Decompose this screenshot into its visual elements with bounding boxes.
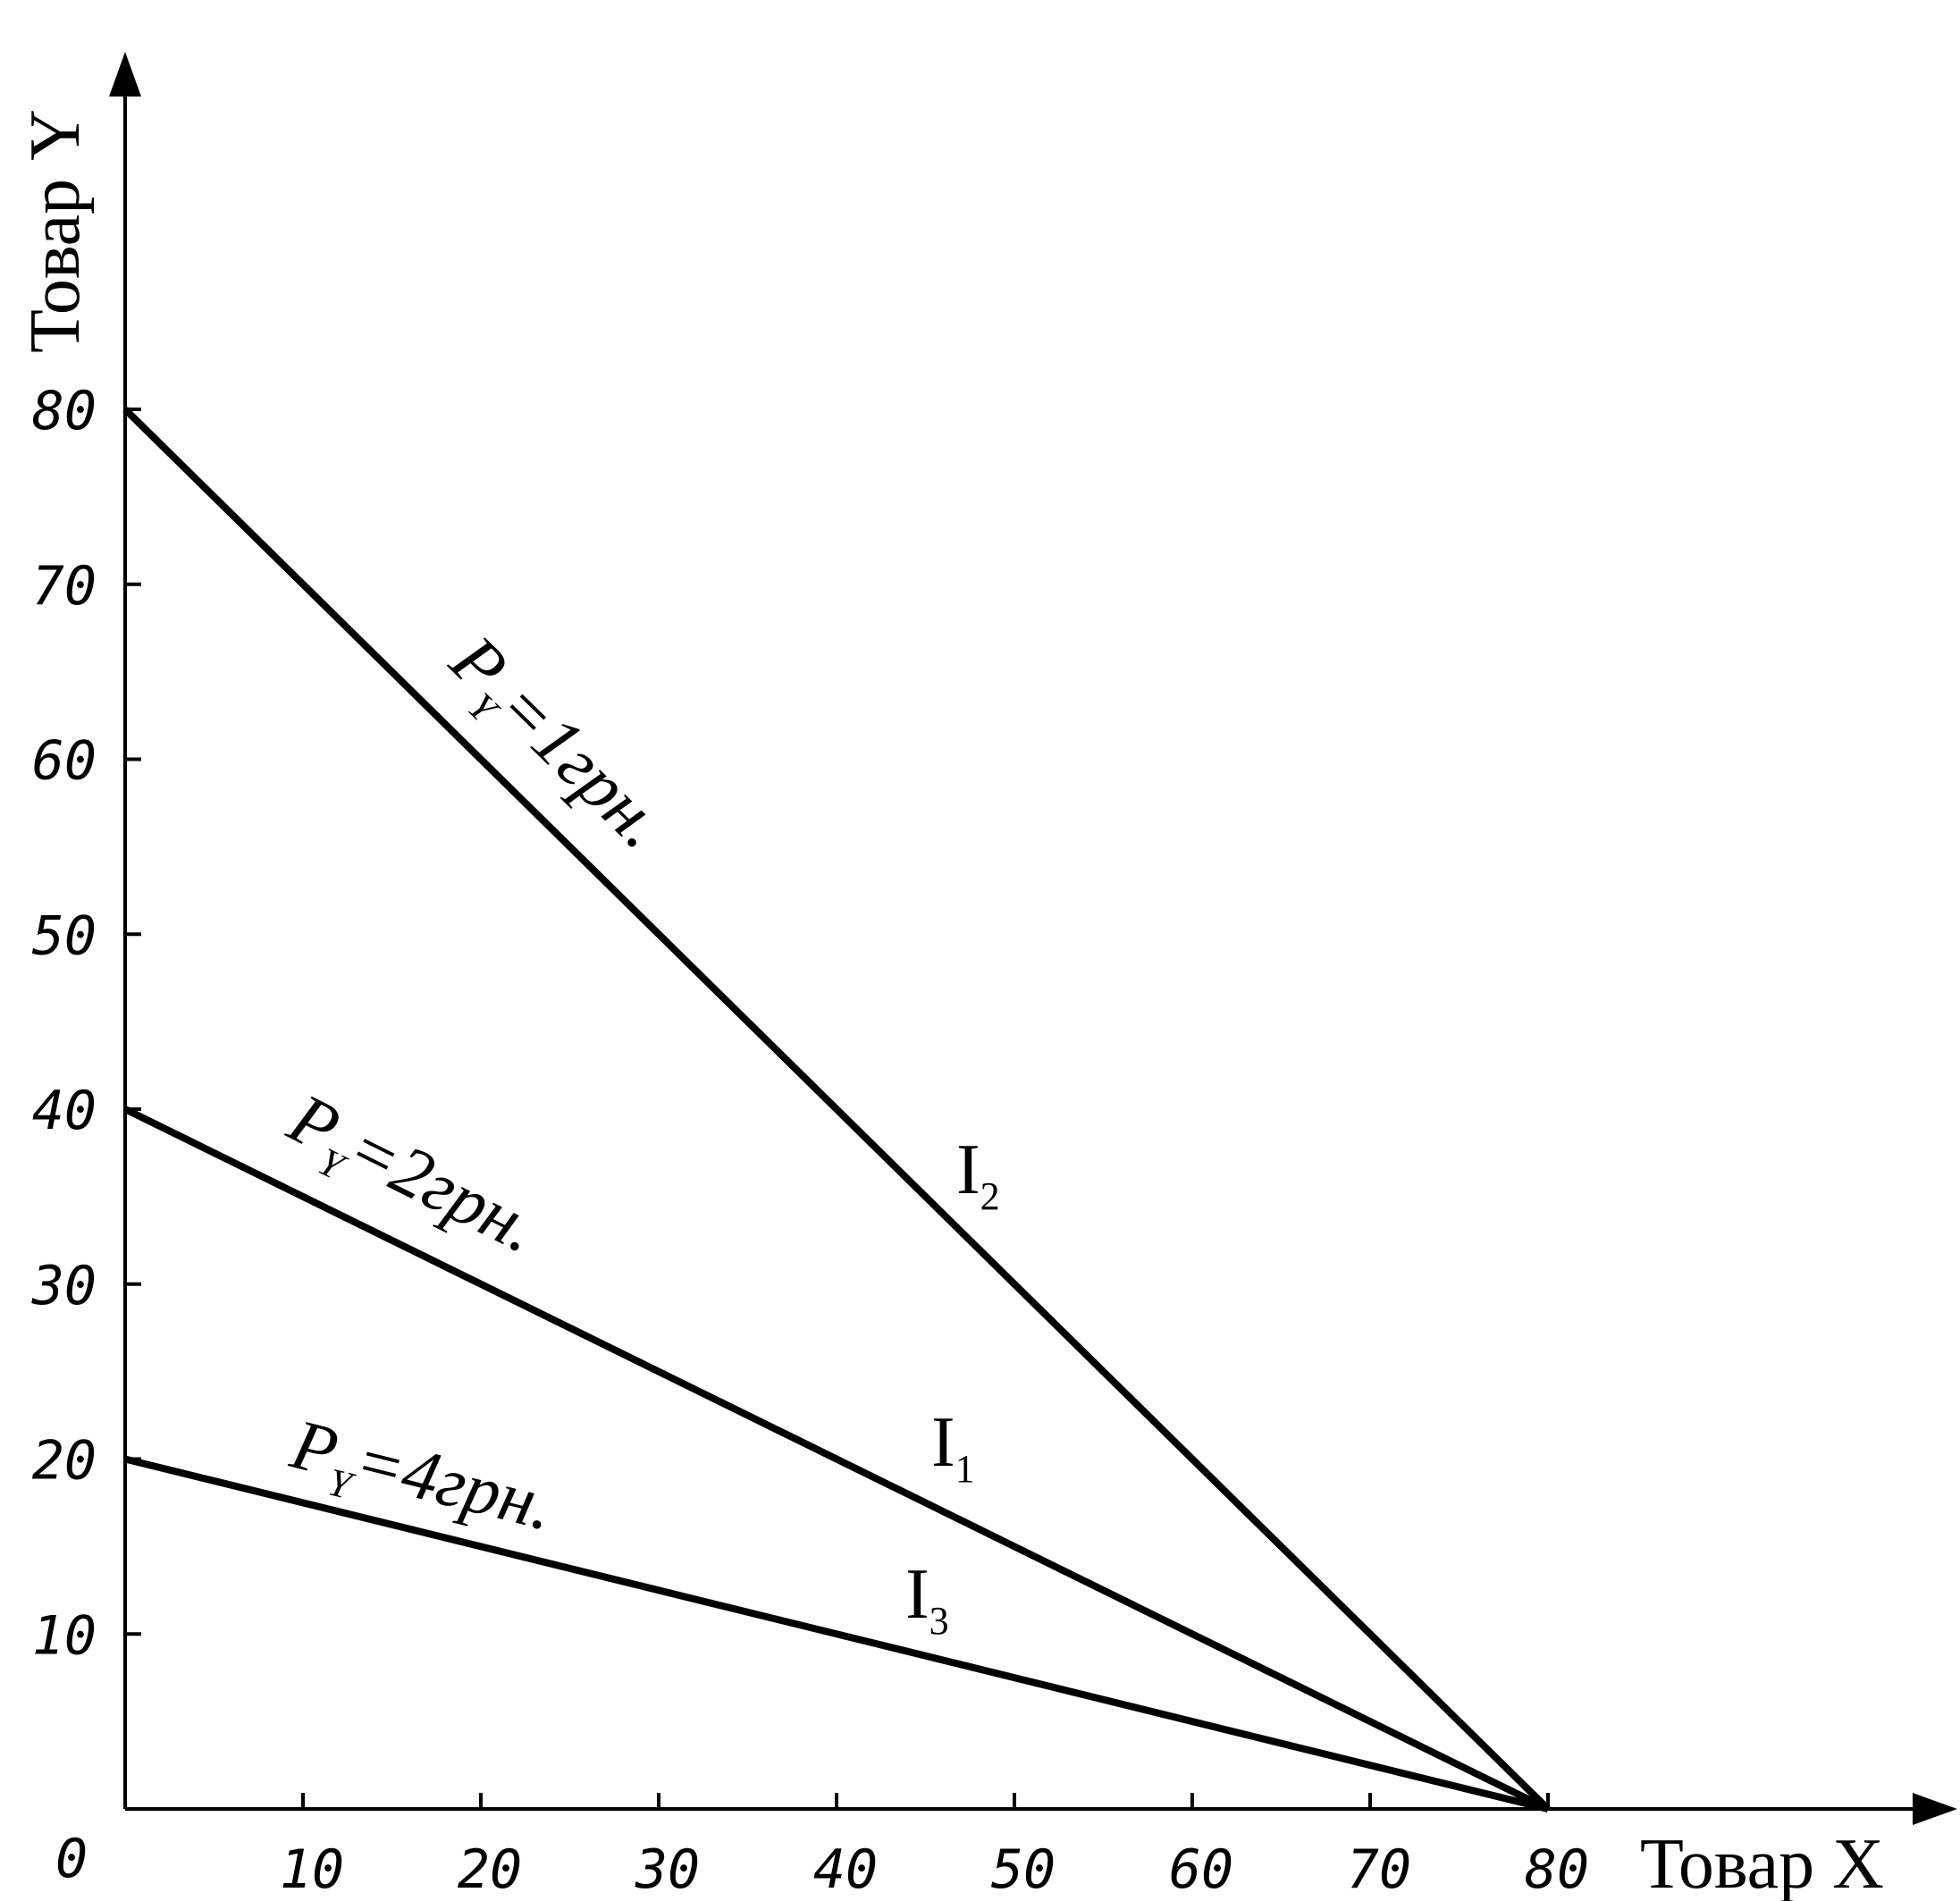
x-tick-label: 60	[1169, 1838, 1233, 1901]
series-lines	[122, 407, 1551, 1813]
x-tick-label: 70	[1347, 1838, 1411, 1901]
y-tick-label: 50	[32, 904, 97, 967]
y-tick-label: 10	[32, 1604, 97, 1667]
y-tick-label: 60	[32, 730, 97, 793]
origin-label: 0	[55, 1828, 88, 1890]
budget-line-i3	[124, 1455, 1549, 1813]
x-tick-label: 50	[991, 1838, 1056, 1901]
y-ticks: 10 20 30 40 50 60 70 80	[31, 380, 141, 1667]
x-tick-label: 40	[813, 1838, 878, 1901]
x-ticks: 10 20 30 40 50 60 70 80	[280, 1793, 1589, 1901]
budget-line-i2	[122, 407, 1551, 1812]
y-axis-arrow-icon	[109, 52, 141, 97]
curve-label-i2: I2	[956, 1131, 1000, 1218]
x-axis-arrow-icon	[1913, 1793, 1957, 1825]
y-tick-label: 40	[32, 1080, 97, 1142]
y-axis-title: Товар Y	[16, 109, 95, 353]
budget-line-i1	[123, 1106, 1550, 1813]
x-tick-label: 80	[1525, 1838, 1589, 1901]
y-tick-label: 30	[31, 1255, 97, 1317]
y-tick-label: 70	[32, 555, 97, 618]
y-tick-label: 20	[32, 1430, 97, 1493]
curve-label-i3: I3	[905, 1555, 949, 1643]
x-axis-title: Товар X	[1640, 1825, 1884, 1901]
x-tick-label: 30	[635, 1838, 700, 1901]
y-tick-label: 80	[32, 380, 97, 442]
x-tick-label: 20	[458, 1838, 522, 1901]
x-tick-label: 10	[280, 1838, 344, 1901]
curve-label-i1: I1	[931, 1403, 975, 1491]
